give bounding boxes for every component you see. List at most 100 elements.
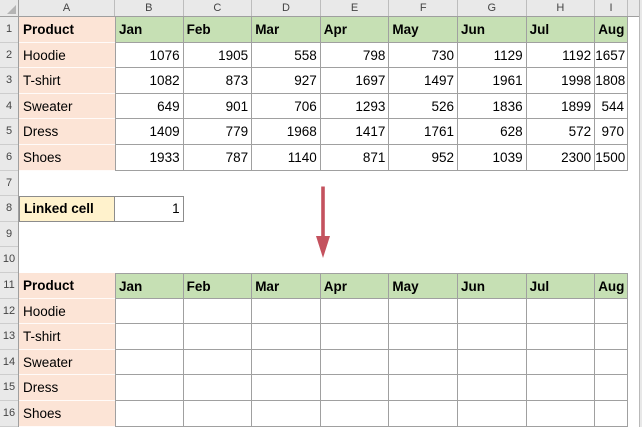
cell-A6[interactable]: Shoes xyxy=(19,145,115,171)
column-header-g[interactable]: G xyxy=(458,0,527,16)
cell-A13[interactable]: T-shirt xyxy=(19,324,115,350)
cell-G6[interactable]: 1039 xyxy=(458,145,527,171)
cell-F5[interactable]: 1761 xyxy=(389,119,458,145)
cell-H15[interactable] xyxy=(526,375,596,401)
cell-E12[interactable] xyxy=(320,298,390,325)
cell-C15[interactable] xyxy=(183,375,253,401)
cell-E14[interactable] xyxy=(320,349,390,376)
cell-D6[interactable]: 1140 xyxy=(252,145,321,171)
cell-F13[interactable] xyxy=(389,324,458,350)
row-header-11[interactable]: 11 xyxy=(0,273,18,299)
cell-C6[interactable]: 787 xyxy=(183,145,253,171)
cell-H3[interactable]: 1998 xyxy=(526,68,596,94)
cell-G13[interactable] xyxy=(458,324,527,350)
cell-B4[interactable]: 649 xyxy=(115,93,184,120)
cell-A4[interactable]: Sweater xyxy=(19,93,115,120)
cell-A14[interactable]: Sweater xyxy=(19,349,115,376)
cell-G11[interactable]: Jun xyxy=(458,273,527,299)
cell-B1[interactable]: Jan xyxy=(115,17,184,43)
cell-I11[interactable]: Aug xyxy=(595,273,628,299)
row-header-6[interactable]: 6 xyxy=(0,145,18,171)
cell-G16[interactable] xyxy=(458,401,527,427)
cell-E2[interactable]: 798 xyxy=(320,42,390,69)
cell-F11[interactable]: May xyxy=(389,273,458,299)
cell-I16[interactable] xyxy=(595,401,628,427)
row-header-14[interactable]: 14 xyxy=(0,350,18,376)
row-header-10[interactable]: 10 xyxy=(0,247,18,273)
cell-G12[interactable] xyxy=(458,298,527,325)
cell-I15[interactable] xyxy=(595,375,628,401)
column-header-b[interactable]: B xyxy=(115,0,184,16)
cell-E6[interactable]: 871 xyxy=(320,145,390,171)
row-header-8[interactable]: 8 xyxy=(0,196,18,222)
cell-D16[interactable] xyxy=(252,401,321,427)
cell-G14[interactable] xyxy=(458,349,527,376)
cell-B12[interactable] xyxy=(115,298,184,325)
column-header-a[interactable]: A xyxy=(19,0,115,16)
cell-B15[interactable] xyxy=(115,375,184,401)
cell-D3[interactable]: 927 xyxy=(252,68,321,94)
row-header-2[interactable]: 2 xyxy=(0,43,18,69)
cell-H14[interactable] xyxy=(526,349,596,376)
select-all-corner[interactable] xyxy=(0,0,19,16)
column-header-e[interactable]: E xyxy=(321,0,390,16)
cell-C2[interactable]: 1905 xyxy=(183,42,253,69)
cell-D14[interactable] xyxy=(252,349,321,376)
cell-C3[interactable]: 873 xyxy=(183,68,253,94)
cell-F12[interactable] xyxy=(389,298,458,325)
cell-A5[interactable]: Dress xyxy=(19,119,115,145)
cell-E1[interactable]: Apr xyxy=(320,17,390,43)
cell-A1[interactable]: Product xyxy=(19,17,115,43)
column-header-h[interactable]: H xyxy=(527,0,596,16)
cell-D11[interactable]: Mar xyxy=(252,273,321,299)
cell-D13[interactable] xyxy=(252,324,321,350)
cell-G2[interactable]: 1129 xyxy=(458,42,527,69)
cell-I14[interactable] xyxy=(595,349,628,376)
cell-I13[interactable] xyxy=(595,324,628,350)
cell-I2[interactable]: 1657 xyxy=(595,42,628,69)
cell-B14[interactable] xyxy=(115,349,184,376)
cell-F4[interactable]: 526 xyxy=(389,93,458,120)
cell-B13[interactable] xyxy=(115,324,184,350)
cell-B3[interactable]: 1082 xyxy=(115,68,184,94)
cell-G4[interactable]: 1836 xyxy=(458,93,527,120)
cell-B16[interactable] xyxy=(115,401,184,427)
row-header-5[interactable]: 5 xyxy=(0,119,18,145)
cell-A11[interactable]: Product xyxy=(19,273,115,299)
cell-I5[interactable]: 970 xyxy=(595,119,628,145)
cell-A2[interactable]: Hoodie xyxy=(19,42,115,69)
row-header-4[interactable]: 4 xyxy=(0,94,18,120)
cell-G15[interactable] xyxy=(458,375,527,401)
cell-E13[interactable] xyxy=(320,324,390,350)
cell-H16[interactable] xyxy=(526,401,596,427)
cell-E3[interactable]: 1697 xyxy=(320,68,390,94)
row-header-15[interactable]: 15 xyxy=(0,375,18,401)
cell-I1[interactable]: Aug xyxy=(595,17,628,43)
column-header-d[interactable]: D xyxy=(252,0,321,16)
cell-E5[interactable]: 1417 xyxy=(320,119,390,145)
cell-C11[interactable]: Feb xyxy=(183,273,253,299)
cell-I12[interactable] xyxy=(595,298,628,325)
cell-F6[interactable]: 952 xyxy=(389,145,458,171)
cell-E15[interactable] xyxy=(320,375,390,401)
cell-H12[interactable] xyxy=(526,298,596,325)
cell-A8[interactable]: Linked cell xyxy=(19,196,115,222)
cell-B2[interactable]: 1076 xyxy=(115,42,184,69)
cell-G1[interactable]: Jun xyxy=(458,17,527,43)
cell-B8[interactable]: 1 xyxy=(115,196,184,222)
cell-C16[interactable] xyxy=(183,401,253,427)
row-header-7[interactable]: 7 xyxy=(0,171,18,197)
column-header-c[interactable]: C xyxy=(184,0,253,16)
cell-C5[interactable]: 779 xyxy=(183,119,253,145)
cell-I3[interactable]: 1808 xyxy=(595,68,628,94)
cell-F16[interactable] xyxy=(389,401,458,427)
cell-B6[interactable]: 1933 xyxy=(115,145,184,171)
column-header-f[interactable]: F xyxy=(389,0,458,16)
cell-H11[interactable]: Jul xyxy=(526,273,596,299)
cell-D12[interactable] xyxy=(252,298,321,325)
row-header-16[interactable]: 16 xyxy=(0,401,18,427)
row-header-3[interactable]: 3 xyxy=(0,68,18,94)
cell-F15[interactable] xyxy=(389,375,458,401)
cell-A16[interactable]: Shoes xyxy=(19,401,115,427)
cell-H13[interactable] xyxy=(526,324,596,350)
